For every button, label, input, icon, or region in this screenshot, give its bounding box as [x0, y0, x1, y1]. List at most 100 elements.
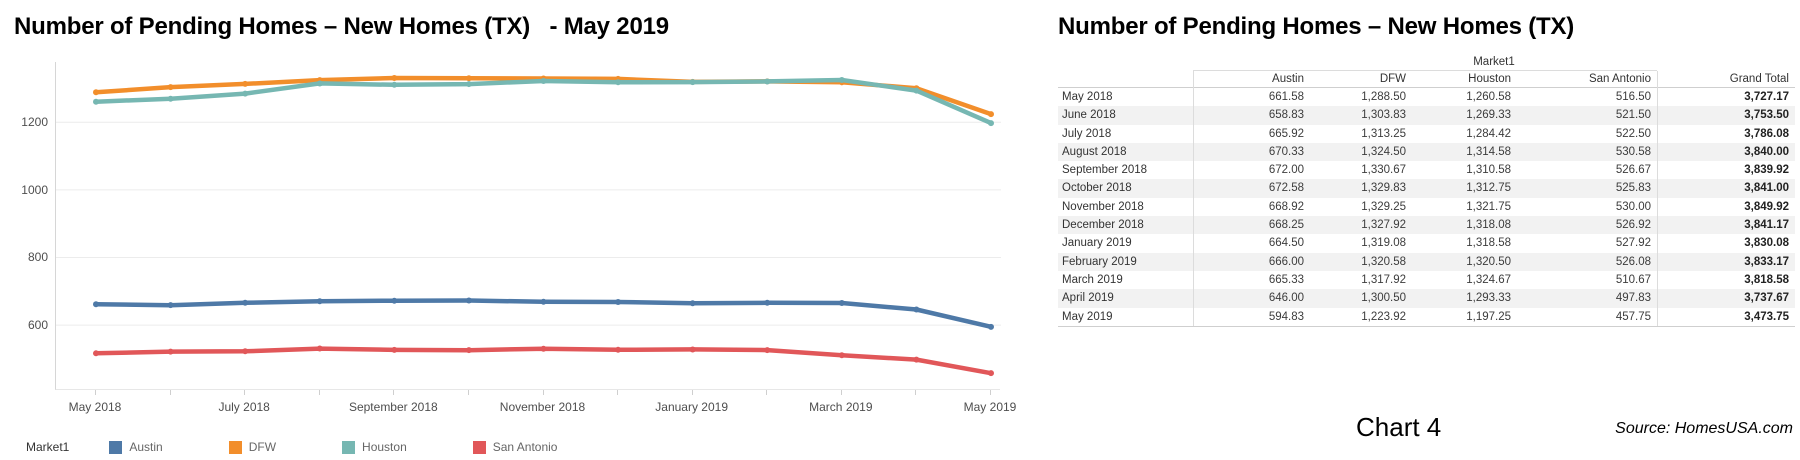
pivot-table-panel: Number of Pending Homes – New Homes (TX)…: [1050, 0, 1800, 460]
data-point[interactable]: [391, 81, 398, 88]
x-tick-label: March 2019: [809, 400, 873, 414]
data-point[interactable]: [913, 306, 920, 313]
table-column-header: Houston: [1412, 71, 1517, 88]
series-line-san-antonio[interactable]: [93, 346, 994, 376]
data-point[interactable]: [913, 87, 920, 94]
data-point[interactable]: [988, 370, 994, 377]
data-point[interactable]: [540, 345, 547, 352]
plot-area: [55, 62, 1001, 390]
table-value-cell: 1,320.58: [1310, 252, 1412, 271]
table-grand-total-cell: 3,786.08: [1744, 127, 1789, 140]
table-value-cell: 510.67: [1615, 273, 1651, 286]
table-value-cell: 668.25: [1193, 216, 1310, 235]
table-value-cell: 1,312.75: [1412, 179, 1517, 198]
table-value-cell: 525.83: [1517, 179, 1657, 198]
table-value-cell: 658.83: [1193, 106, 1310, 125]
data-point[interactable]: [615, 298, 622, 305]
table-value-cell: 1,223.92: [1361, 310, 1406, 323]
legend-item-dfw[interactable]: DFW: [228, 440, 276, 454]
x-tick: [617, 390, 619, 395]
legend-label: Austin: [129, 440, 163, 454]
data-point[interactable]: [988, 111, 994, 118]
data-point[interactable]: [465, 297, 472, 304]
data-point[interactable]: [540, 298, 547, 305]
data-point[interactable]: [391, 297, 398, 304]
table-row-label: February 2019: [1058, 252, 1193, 271]
table-grand-total-cell: 3,840.00: [1657, 142, 1795, 162]
legend-item-austin[interactable]: Austin: [109, 440, 163, 454]
x-tick-label: January 2019: [655, 400, 729, 414]
table-value-cell: 526.08: [1517, 252, 1657, 271]
data-point[interactable]: [689, 346, 696, 353]
data-point[interactable]: [93, 301, 99, 308]
table-value-cell: 522.50: [1615, 127, 1651, 140]
data-point[interactable]: [764, 347, 771, 354]
data-point[interactable]: [93, 89, 99, 96]
table-value-cell: 1,314.58: [1412, 142, 1517, 162]
data-point[interactable]: [316, 298, 323, 305]
table-value-cell: 526.67: [1615, 164, 1651, 177]
data-point[interactable]: [615, 346, 622, 353]
legend-item-houston[interactable]: Houston: [342, 440, 407, 454]
data-point[interactable]: [764, 299, 771, 306]
table-value-cell: 1,324.67: [1466, 273, 1511, 286]
data-point[interactable]: [242, 80, 249, 87]
data-point[interactable]: [93, 98, 99, 105]
x-tick-label: September 2018: [348, 400, 438, 414]
table-grand-total-cell: 3,830.08: [1744, 237, 1789, 250]
table-row-label: June 2018: [1058, 106, 1193, 125]
data-point[interactable]: [167, 348, 174, 355]
data-point[interactable]: [615, 79, 622, 86]
data-point[interactable]: [242, 299, 249, 306]
data-point[interactable]: [764, 78, 771, 85]
y-tick-label: 1000: [21, 182, 48, 197]
data-point[interactable]: [391, 75, 398, 82]
data-point[interactable]: [391, 346, 398, 353]
x-tick: [467, 390, 469, 395]
data-point[interactable]: [838, 77, 845, 84]
data-point[interactable]: [838, 352, 845, 359]
table-group-header: Market1: [1473, 56, 1515, 68]
data-point[interactable]: [913, 356, 920, 363]
data-point[interactable]: [242, 90, 249, 97]
data-point[interactable]: [465, 81, 472, 88]
data-point[interactable]: [242, 348, 249, 355]
data-point[interactable]: [316, 80, 323, 87]
y-tick-label: 800: [27, 250, 48, 265]
data-point[interactable]: [540, 78, 547, 85]
line-chart-title: Number of Pending Homes – New Homes (TX)…: [14, 13, 669, 40]
pivot-table-title: Number of Pending Homes – New Homes (TX): [1058, 13, 1575, 40]
data-point[interactable]: [316, 345, 323, 352]
data-point[interactable]: [988, 120, 994, 127]
table-value-cell: 646.00: [1193, 289, 1310, 308]
data-point[interactable]: [167, 84, 174, 91]
grand-total-separator: [1657, 71, 1658, 326]
data-point[interactable]: [689, 79, 696, 86]
legend-item-san-antonio[interactable]: San Antonio: [472, 440, 557, 454]
data-point[interactable]: [167, 95, 174, 102]
data-point[interactable]: [838, 299, 845, 306]
table-row-label: September 2018: [1062, 164, 1148, 177]
table-corner-cell: [1058, 53, 1193, 71]
table-row-label: October 2018: [1058, 179, 1193, 198]
table-bottom-rule: [1058, 325, 1795, 327]
table-value-cell: 1,317.92: [1361, 273, 1406, 286]
table-value-cell: 666.00: [1193, 252, 1310, 271]
table-grand-total-cell: 3,753.50: [1657, 106, 1795, 125]
y-tick-label: 600: [27, 318, 48, 333]
data-point[interactable]: [689, 300, 696, 307]
data-point[interactable]: [465, 347, 472, 354]
table-grand-total-cell: 3,841.17: [1657, 216, 1795, 235]
data-point[interactable]: [988, 323, 994, 330]
table-value-cell: 457.75: [1615, 310, 1651, 323]
x-tick: [840, 390, 842, 395]
table-value-cell: 1,319.08: [1361, 237, 1406, 250]
data-point[interactable]: [465, 75, 472, 82]
legend-swatch-icon: [342, 440, 356, 454]
data-point[interactable]: [167, 302, 174, 309]
source-credit: Source: HomesUSA.com: [1615, 420, 1793, 437]
table-value-cell: 1,260.58: [1466, 91, 1511, 103]
table-value-cell: 530.00: [1615, 200, 1651, 213]
data-point[interactable]: [93, 350, 99, 357]
x-tick: [244, 390, 246, 395]
